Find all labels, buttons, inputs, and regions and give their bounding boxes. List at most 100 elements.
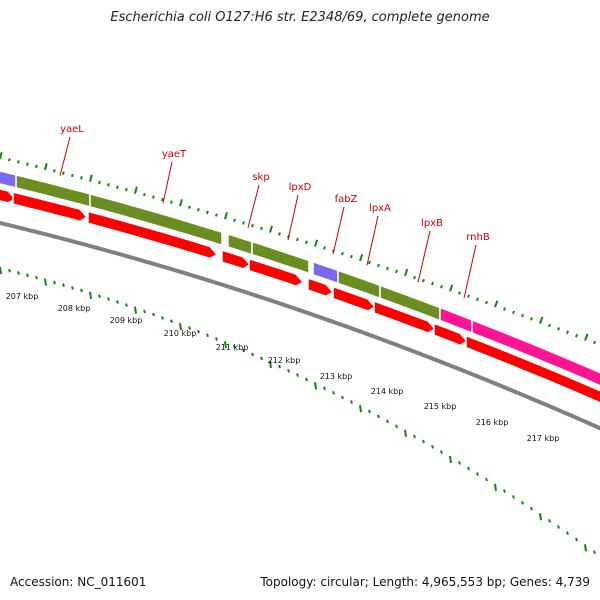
kbp-label: 208 kbp	[58, 304, 91, 313]
outer-tick	[188, 205, 191, 209]
inner-tick	[161, 316, 164, 320]
outer-tick	[278, 232, 281, 236]
gene-leader-line	[463, 244, 477, 299]
kbp-label: 211 kbp	[216, 343, 249, 352]
gene-leader-line	[162, 161, 173, 204]
gene-leader-line	[247, 184, 260, 229]
outer-tick	[575, 333, 579, 338]
backbone-line	[0, 220, 600, 431]
outer-tick	[512, 310, 515, 315]
inner-tick	[134, 306, 137, 314]
inner-tick	[539, 513, 542, 521]
outer-tick	[377, 263, 380, 268]
gene-label-lpxA: lpxA	[369, 203, 391, 214]
inner-tick	[593, 550, 596, 555]
kbp-label: 207 kbp	[6, 292, 39, 301]
outer-tick	[269, 225, 273, 233]
inner-tick	[44, 278, 47, 286]
outer-tick	[431, 281, 434, 286]
kbp-label: 209 kbp	[110, 316, 143, 325]
outer-tick	[224, 212, 228, 220]
cds-block	[312, 260, 339, 285]
outer-tick	[233, 218, 236, 223]
outer-tick	[593, 340, 597, 345]
outer-tick	[530, 317, 533, 321]
inner-tick	[584, 544, 587, 552]
inner-tick	[296, 373, 299, 377]
outer-tick	[107, 183, 110, 187]
red-feature-arrow	[221, 249, 252, 270]
inner-tick	[413, 434, 416, 439]
inner-tick	[431, 444, 434, 449]
kbp-label: 210 kbp	[164, 329, 197, 338]
inner-tick	[224, 341, 227, 349]
inner-tick	[287, 368, 290, 373]
gene-label-fabZ: fabZ	[335, 194, 358, 205]
inner-tick	[359, 405, 362, 413]
inner-tick	[548, 518, 551, 523]
outer-tick	[26, 162, 29, 166]
inner-tick	[35, 275, 38, 280]
kbp-label: 212 kbp	[268, 356, 301, 365]
outer-tick	[368, 260, 371, 265]
inner-tick	[422, 439, 425, 444]
inner-tick	[89, 291, 92, 299]
inner-tick	[566, 531, 569, 536]
inner-tick	[251, 352, 254, 357]
inner-tick	[404, 429, 407, 437]
outer-tick	[467, 294, 470, 298]
gene-leader-line	[59, 136, 71, 176]
inner-tick	[530, 506, 533, 511]
kbp-label: 215 kbp	[424, 402, 457, 411]
inner-tick	[206, 333, 209, 338]
inner-tick	[53, 280, 56, 285]
outer-tick	[242, 221, 245, 225]
inner-tick	[62, 283, 65, 288]
inner-tick	[188, 326, 191, 330]
inner-tick	[449, 455, 452, 464]
gene-label-group: yaeL yaeT skp lpxD fabZ lpxA lpxB rnhB	[59, 124, 490, 299]
gene-label-yaeT: yaeT	[162, 149, 187, 160]
red-feature-arrow	[307, 277, 335, 298]
outer-tick	[359, 253, 364, 262]
inner-tick	[278, 364, 281, 369]
outer-tick	[206, 210, 209, 215]
outer-tick	[62, 171, 65, 175]
inner-tick	[377, 414, 380, 419]
gene-leader-line	[287, 194, 299, 241]
outer-tick	[350, 254, 353, 259]
inner-tick	[341, 395, 344, 400]
inner-tick	[269, 360, 272, 369]
inner-tick	[323, 386, 326, 391]
outer-tick	[341, 251, 344, 256]
outer-tick	[17, 160, 20, 164]
red-feature-arrow	[433, 322, 469, 347]
outer-tick	[35, 164, 38, 169]
inner-tick	[179, 323, 182, 331]
outer-tick	[179, 199, 183, 207]
outer-tick	[395, 269, 398, 274]
kbp-label-group: 207 kbp 208 kbp 209 kbp 210 kbp 211 kbp 212 k…	[6, 292, 560, 443]
inner-tick	[350, 400, 353, 404]
inner-tick	[242, 348, 245, 353]
gene-leader-line	[366, 215, 379, 266]
outer-tick	[476, 297, 479, 302]
inner-tick	[386, 419, 389, 424]
inner-tick	[458, 461, 461, 465]
gene-label-skp: skp	[252, 172, 269, 183]
red-feature-arrow	[465, 334, 600, 404]
outer-tick	[143, 192, 146, 197]
inner-tick	[0, 266, 2, 275]
gene-label-rnhB: rnhB	[466, 232, 490, 243]
outer-tick	[305, 240, 308, 244]
inner-tick	[215, 337, 218, 341]
inner-tick	[170, 319, 173, 324]
outer-tick	[251, 223, 254, 228]
inner-tick	[368, 409, 371, 414]
gene-leader-line	[417, 230, 431, 283]
inner-tick	[395, 424, 398, 429]
inner-tick	[476, 472, 479, 476]
outer-tick	[548, 323, 551, 328]
inner-tick	[8, 268, 11, 273]
red-feature-arrow	[373, 300, 437, 334]
